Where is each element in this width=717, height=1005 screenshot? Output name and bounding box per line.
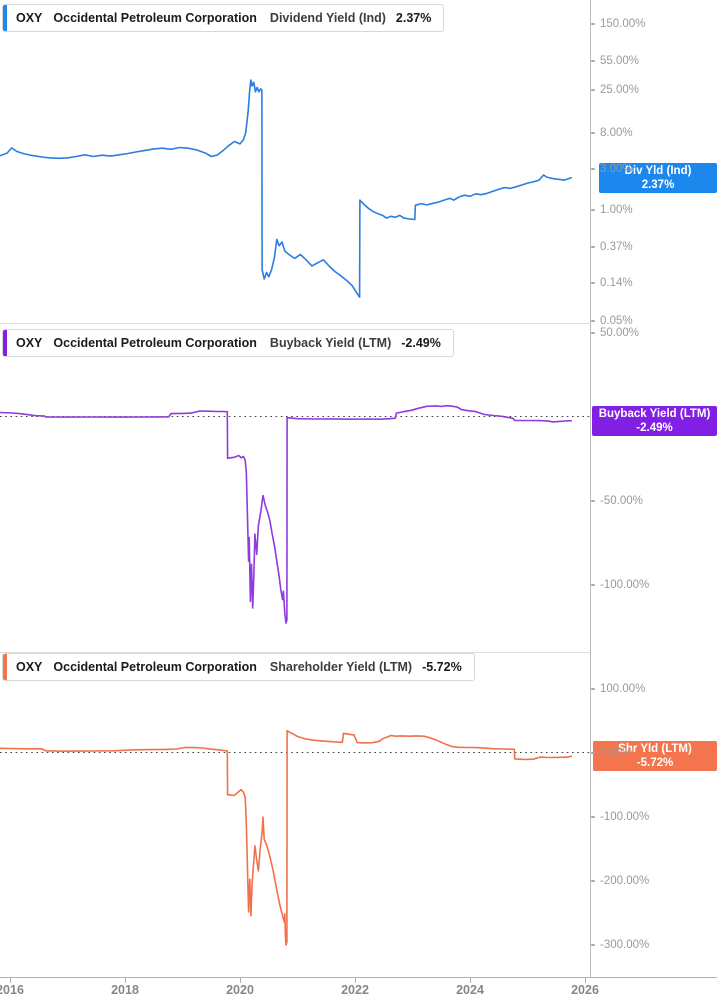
x-tick-mark — [125, 977, 126, 983]
y-tick-mark — [591, 245, 595, 248]
legend-color-bar — [3, 654, 7, 680]
legend-color-bar — [3, 5, 7, 31]
x-tick-mark — [10, 977, 11, 983]
company-label: Occidental Petroleum Corporation — [53, 336, 257, 350]
company-label: Occidental Petroleum Corporation — [53, 660, 257, 674]
metric-value: -5.72% — [422, 660, 462, 674]
y-tick-mark — [591, 168, 595, 170]
x-tick-label: 2024 — [456, 983, 484, 997]
y-tick-label: -50.00% — [600, 494, 643, 507]
y-tick-mark — [591, 879, 595, 882]
legend-color-bar — [3, 330, 7, 356]
x-tick-mark — [355, 977, 356, 983]
x-tick-mark — [240, 977, 241, 983]
y-tick-mark — [591, 59, 595, 62]
y-tick-label: -100.00% — [600, 810, 650, 823]
right-axis-line — [590, 0, 591, 977]
y-tick-label: 55.00% — [600, 54, 640, 67]
ticker-label: OXY — [16, 660, 43, 674]
x-tick-label: 2018 — [111, 983, 139, 997]
y-tick-label: 100.00% — [600, 682, 646, 695]
badge-value: -5.72% — [636, 757, 674, 770]
last-value-badge-shareholder[interactable]: Shr Yld (LTM) -5.72% — [593, 741, 717, 772]
pane-separator — [0, 323, 590, 324]
last-value-badge-dividend[interactable]: Div Yld (Ind) 2.37% — [599, 162, 717, 193]
legend-buyback-yield[interactable]: OXY Occidental Petroleum Corporation Buy… — [2, 329, 454, 357]
y-tick-mark — [591, 815, 595, 818]
y-tick-mark — [591, 89, 595, 92]
y-tick-label: 50.00% — [600, 326, 640, 339]
badge-value: -2.49% — [636, 421, 673, 434]
x-tick-label: 2020 — [226, 983, 254, 997]
y-tick-mark — [591, 281, 595, 284]
legend-shareholder-yield[interactable]: OXY Occidental Petroleum Corporation Sha… — [2, 653, 475, 681]
y-tick-label: 1.00% — [600, 203, 633, 216]
y-tick-mark — [591, 131, 595, 134]
metric-label: Dividend Yield (Ind) — [269, 11, 386, 25]
y-tick-label: -200.00% — [600, 874, 650, 887]
badge-metric: Div Yld (Ind) — [624, 164, 692, 177]
y-tick-label: 25.00% — [600, 84, 640, 97]
x-tick-label: 2022 — [341, 983, 369, 997]
ticker-label: OXY — [16, 11, 43, 25]
y-tick-mark — [591, 943, 595, 946]
ticker-label: OXY — [16, 336, 43, 350]
y-tick-mark — [591, 331, 595, 334]
y-tick-label: -300.00% — [600, 938, 650, 951]
y-tick-mark — [591, 751, 595, 754]
shr-yld-ltm--line[interactable] — [0, 729, 573, 946]
x-tick-label: 2016 — [0, 983, 24, 997]
y-tick-mark — [591, 320, 595, 323]
div-yld-ind--line[interactable] — [0, 79, 573, 299]
pane-separator — [0, 652, 590, 653]
last-value-badge-buyback[interactable]: Buyback Yield (LTM) -2.49% — [592, 405, 717, 436]
badge-value: 2.37% — [641, 178, 675, 191]
y-tick-label: -100.00% — [600, 578, 650, 591]
y-tick-label: 8.00% — [600, 126, 633, 139]
y-tick-mark — [591, 499, 595, 502]
metric-label: Buyback Yield (LTM) — [269, 336, 392, 350]
x-axis-line — [0, 977, 717, 978]
company-label: Occidental Petroleum Corporation — [53, 11, 257, 25]
buyback-yield-ltm--line[interactable] — [0, 404, 573, 624]
y-tick-label: 0.37% — [600, 240, 633, 253]
y-tick-label: 0.05% — [600, 315, 633, 328]
y-tick-mark — [591, 208, 595, 211]
y-tick-mark — [591, 687, 595, 690]
legend-dividend-yield[interactable]: OXY Occidental Petroleum Corporation Div… — [2, 4, 445, 32]
metric-value: 2.37% — [395, 11, 432, 25]
y-tick-label: 0.00% — [600, 746, 633, 759]
y-tick-label: 0.14% — [600, 276, 633, 289]
badge-metric: Buyback Yield (LTM) — [598, 407, 711, 420]
y-tick-mark — [591, 583, 595, 586]
badge-metric: Shr Yld (LTM) — [618, 743, 692, 756]
y-tick-label: 3.00% — [600, 163, 633, 175]
x-tick-mark — [585, 977, 586, 983]
y-tick-mark — [591, 22, 595, 25]
metric-value: -2.49% — [401, 336, 441, 350]
x-tick-label: 2026 — [571, 983, 599, 997]
x-tick-mark — [470, 977, 471, 983]
metric-label: Shareholder Yield (LTM) — [269, 660, 413, 674]
y-tick-label: 150.00% — [600, 17, 646, 30]
